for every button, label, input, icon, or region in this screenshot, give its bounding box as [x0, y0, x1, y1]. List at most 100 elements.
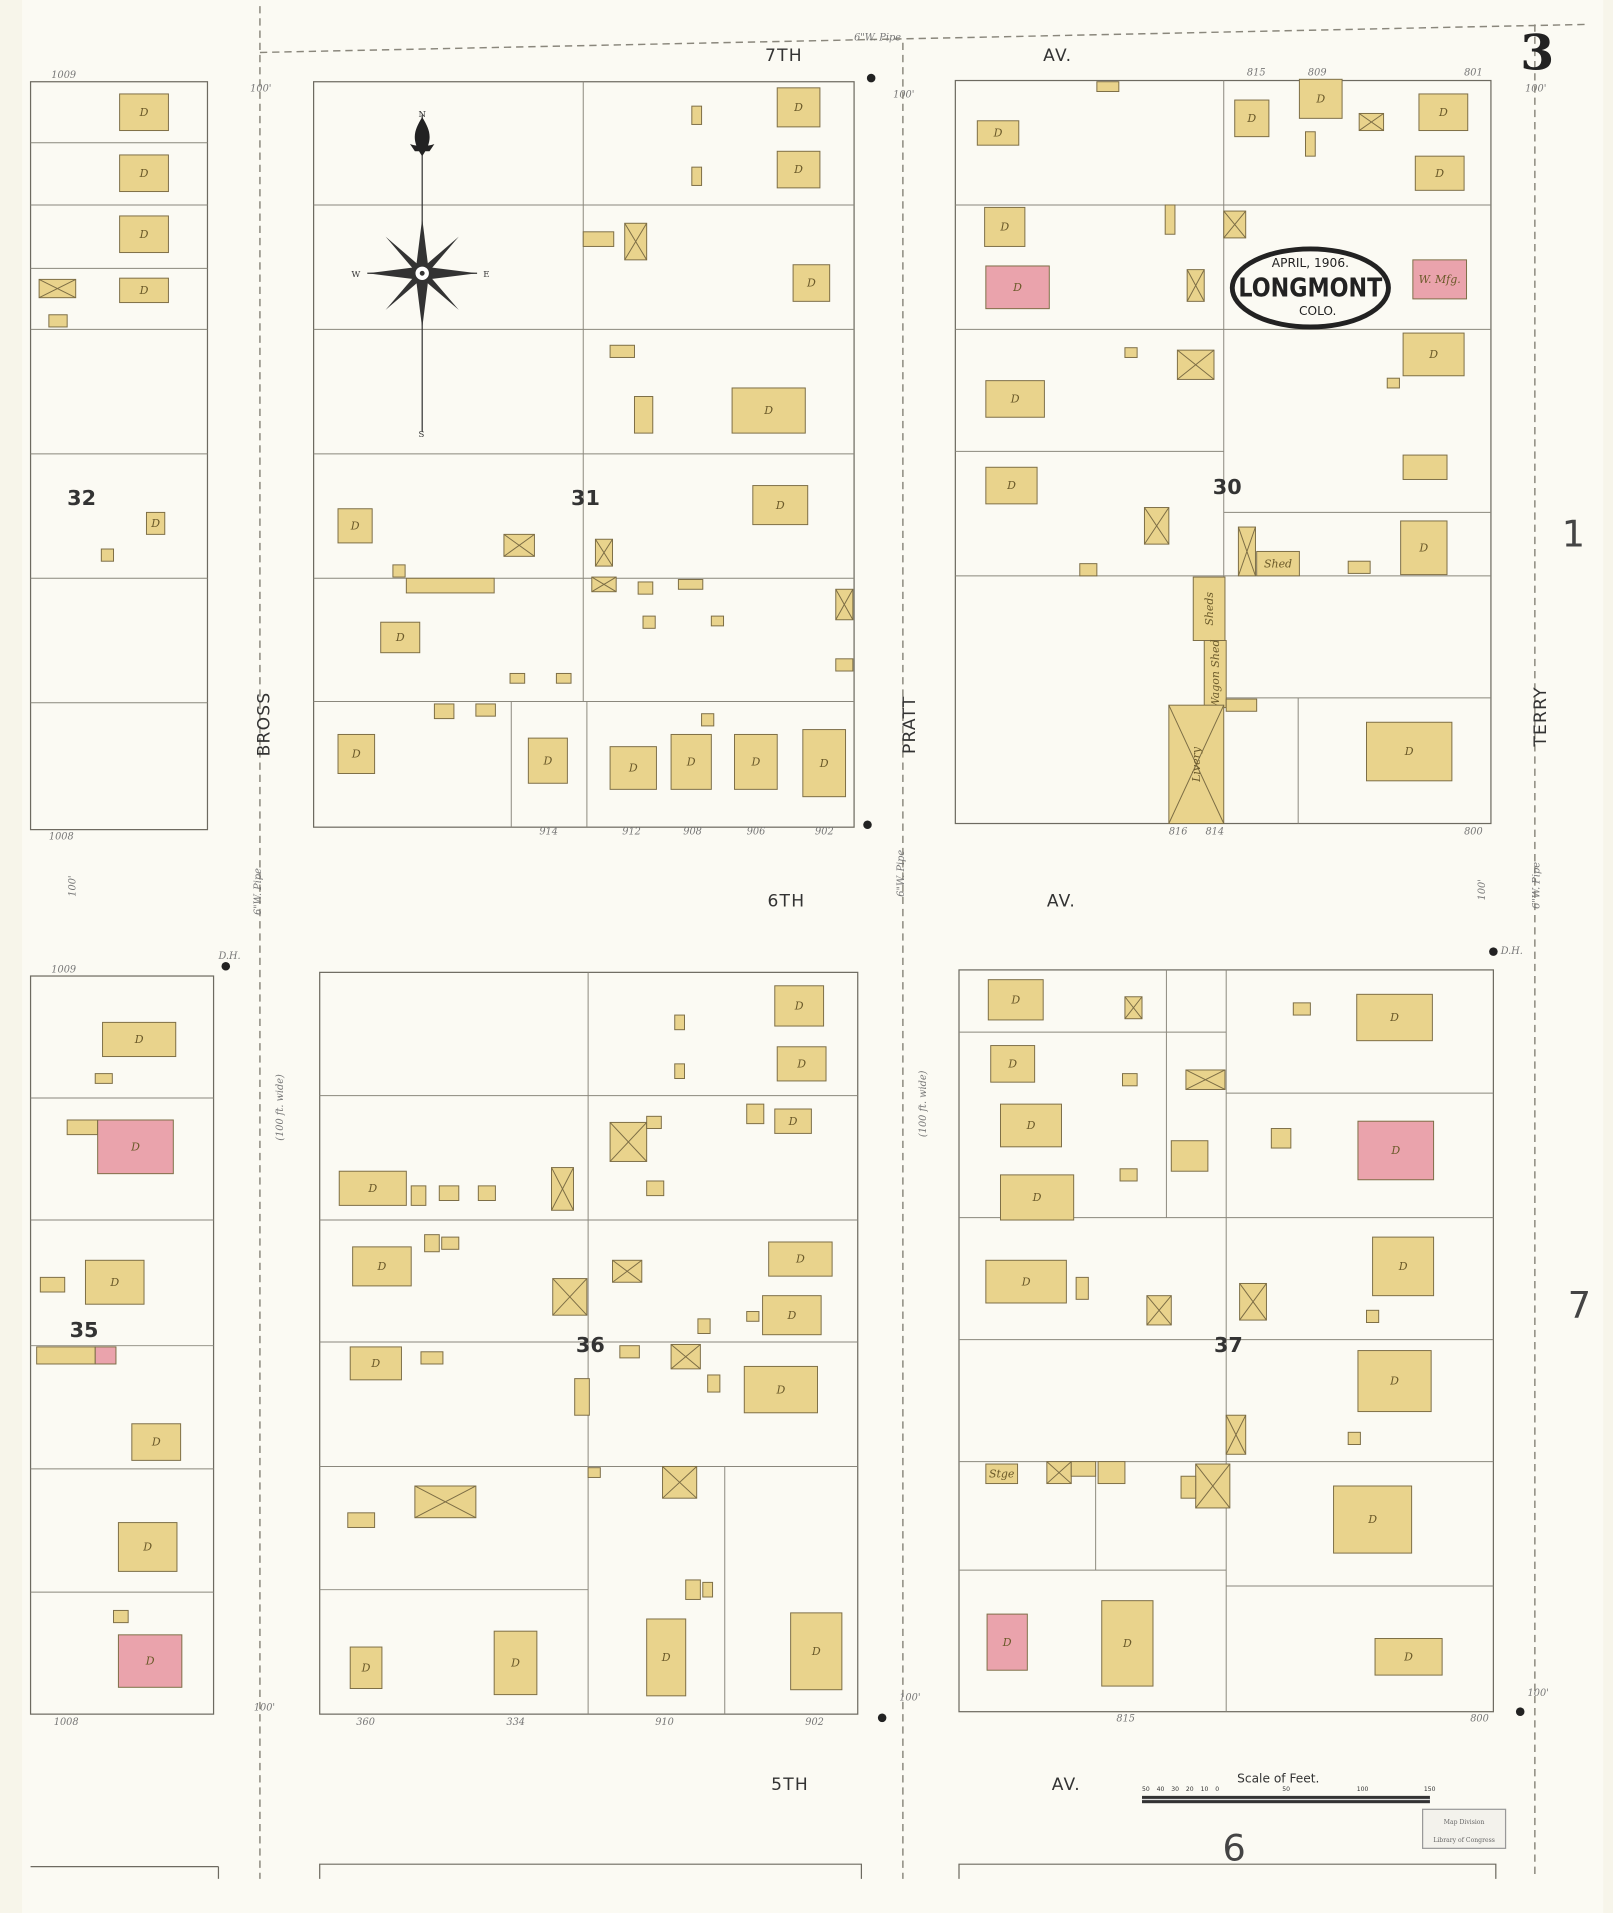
building-label: D [150, 517, 160, 530]
building [392, 564, 406, 578]
building: D [338, 1170, 407, 1206]
adjacent-sheet-6[interactable]: 6 [1223, 1827, 1246, 1870]
building [637, 581, 654, 595]
building: D [985, 1259, 1067, 1304]
building-label: D [795, 1253, 805, 1266]
building: Shed [1256, 550, 1300, 577]
building: Wagon Shed [1203, 639, 1227, 709]
building: D [117, 1522, 178, 1572]
compass-w: W [351, 270, 360, 280]
building-label: D [370, 1357, 380, 1370]
street-labels: 7TH AV. 6TH AV. 5TH AV. BROSS PRATT TERR… [68, 32, 1551, 1795]
building: D [774, 1108, 812, 1134]
building: D [1366, 721, 1453, 782]
hydrant-label: D.H. [217, 951, 240, 962]
building-label: D [1010, 993, 1020, 1006]
building [1185, 1069, 1226, 1090]
building-label: D [145, 1655, 155, 1668]
building-label: D [1418, 541, 1428, 554]
building: D [1333, 1485, 1413, 1554]
building [555, 672, 572, 684]
building [1366, 1309, 1380, 1323]
pipe-label: 6"W. Pipe [896, 850, 907, 897]
building [587, 1467, 601, 1478]
building-label: D [510, 1657, 520, 1670]
scale-tick: 40 [1157, 1786, 1165, 1793]
building-label: Livery [1190, 746, 1203, 783]
building-label: D [1367, 1513, 1377, 1526]
street-6th-suffix: AV. [1047, 891, 1076, 911]
building-label: Sheds [1203, 592, 1216, 626]
building [1124, 996, 1143, 1020]
building [1292, 1002, 1311, 1016]
building-label: D [750, 756, 760, 769]
building-label: D [811, 1645, 821, 1658]
hydrant-label: D.H. [1500, 946, 1523, 957]
building [646, 1180, 665, 1197]
building-label: D [793, 101, 803, 114]
building: D [734, 733, 778, 790]
building [1386, 377, 1400, 389]
frontage-label: 100' [1525, 84, 1546, 95]
building: D [776, 87, 821, 128]
building [702, 1581, 714, 1598]
building-label: D [109, 1276, 119, 1289]
address-number: 334 [506, 1717, 525, 1728]
building [746, 1103, 765, 1125]
frontage-label: 100' [250, 84, 271, 95]
building [477, 1185, 496, 1201]
building [609, 344, 635, 358]
building: D [1101, 1600, 1154, 1687]
adjacent-sheet-1[interactable]: 1 [1562, 513, 1585, 556]
building-label: D [686, 756, 696, 769]
building: Livery [1168, 704, 1225, 825]
building [609, 1121, 648, 1162]
frontage-label: 100' [68, 875, 79, 896]
scale-tick: 0 [1215, 1786, 1219, 1793]
scale-tick: 50 [1142, 1786, 1150, 1793]
building-label: D [139, 228, 149, 241]
building: D [790, 1612, 843, 1691]
building [424, 1234, 440, 1253]
building-label: D [134, 1033, 144, 1046]
address-number: 800 [1470, 1713, 1489, 1724]
building [674, 1063, 685, 1079]
building [1124, 347, 1138, 358]
building [1225, 698, 1258, 712]
building [701, 713, 715, 727]
map-city: LONGMONT [1238, 273, 1382, 303]
building: D [752, 485, 809, 526]
scale-tick: 150 [1424, 1786, 1436, 1793]
building: D [119, 93, 169, 132]
building [624, 222, 648, 261]
address-number: 1009 [51, 70, 76, 81]
building [1239, 1282, 1267, 1321]
adjacent-sheet-7[interactable]: 7 [1568, 1284, 1591, 1327]
address-number: 1008 [49, 831, 74, 842]
building: D [985, 265, 1050, 310]
address-number: 906 [747, 826, 766, 837]
frontage-label: 100' [893, 90, 914, 101]
building-label: D [139, 106, 149, 119]
building [677, 579, 704, 590]
building [1180, 1475, 1197, 1499]
address-number: 360 [356, 1717, 375, 1728]
building-label: D [377, 1260, 387, 1273]
building-label: D [661, 1651, 671, 1664]
scale-tick: 20 [1186, 1786, 1194, 1793]
building [1079, 563, 1098, 577]
building-label: D [1006, 479, 1016, 492]
building [1070, 1461, 1097, 1477]
building: D [119, 215, 169, 254]
building [509, 672, 526, 684]
building: D [337, 508, 373, 544]
building [438, 1185, 460, 1201]
building [410, 1185, 427, 1206]
building-label: D [130, 1140, 140, 1153]
building-label: D [1007, 1058, 1017, 1071]
building-label: D [395, 631, 405, 644]
building: D [337, 733, 376, 774]
building [66, 1119, 99, 1136]
building [1075, 1276, 1089, 1300]
